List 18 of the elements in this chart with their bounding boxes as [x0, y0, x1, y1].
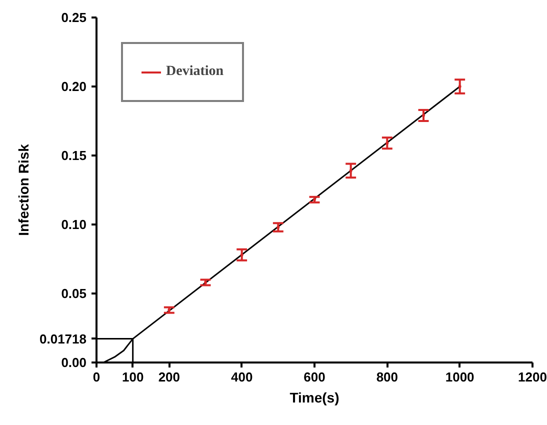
y-tick-label: 0.00 — [61, 355, 87, 370]
x-tick-label: 100 — [122, 370, 144, 384]
y-tick-label: 0.15 — [61, 148, 87, 163]
legend-label: Deviation — [166, 64, 224, 80]
x-tick-label: 600 — [304, 370, 326, 384]
x-tick-label: 400 — [230, 370, 253, 384]
x-tick-label: 200 — [158, 370, 180, 384]
x-axis-title: Time(s) — [290, 390, 340, 406]
y-tick-label: 0.20 — [61, 79, 87, 94]
y-tick-label: 0.10 — [61, 217, 87, 232]
y-axis-title: Infection Risk — [16, 144, 32, 236]
x-tick-label: 0 — [92, 370, 100, 384]
y-tick-label: 0.01718 — [40, 331, 87, 346]
y-tick-label: 0.25 — [61, 10, 87, 25]
x-tick-label: 800 — [376, 370, 398, 384]
x-tick-label: 1200 — [518, 370, 547, 384]
y-tick-label: 0.05 — [61, 286, 87, 301]
x-tick-label: 1000 — [445, 370, 474, 384]
